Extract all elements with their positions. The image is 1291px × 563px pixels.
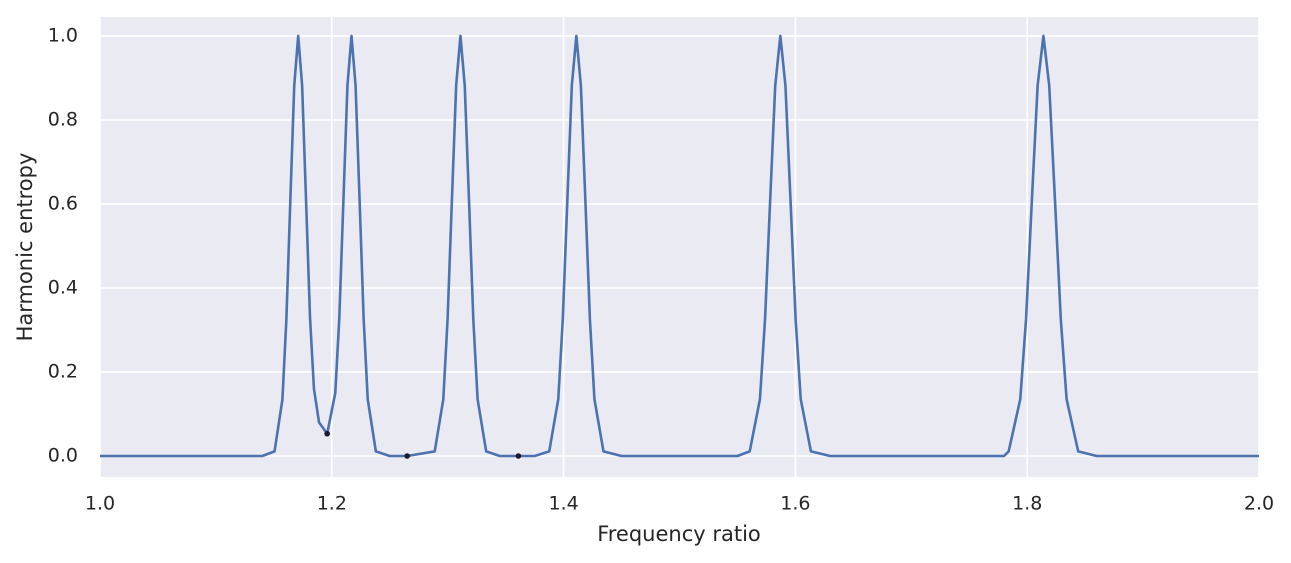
y-tick-label: 0.2 [48, 360, 78, 382]
x-axis-label: Frequency ratio [597, 522, 761, 546]
y-tick-label: 0.0 [48, 444, 78, 466]
x-tick-label: 1.8 [1012, 493, 1042, 515]
y-tick-label: 0.8 [48, 108, 78, 130]
x-tick-label: 1.6 [780, 493, 810, 515]
minimum-point [324, 430, 330, 437]
plot-area [100, 17, 1259, 477]
y-axis-label: Harmonic entropy [13, 153, 37, 342]
y-tick-label: 1.0 [48, 24, 78, 46]
x-tick-label: 1.2 [317, 493, 347, 515]
minimum-point [515, 453, 522, 459]
y-tick-label: 0.4 [48, 276, 78, 298]
x-tick-label: 1.4 [548, 493, 578, 515]
x-tick-label: 2.0 [1244, 493, 1274, 515]
minimum-point [404, 453, 410, 459]
x-tick-label: 1.0 [85, 493, 115, 515]
y-tick-label: 0.6 [48, 192, 78, 214]
